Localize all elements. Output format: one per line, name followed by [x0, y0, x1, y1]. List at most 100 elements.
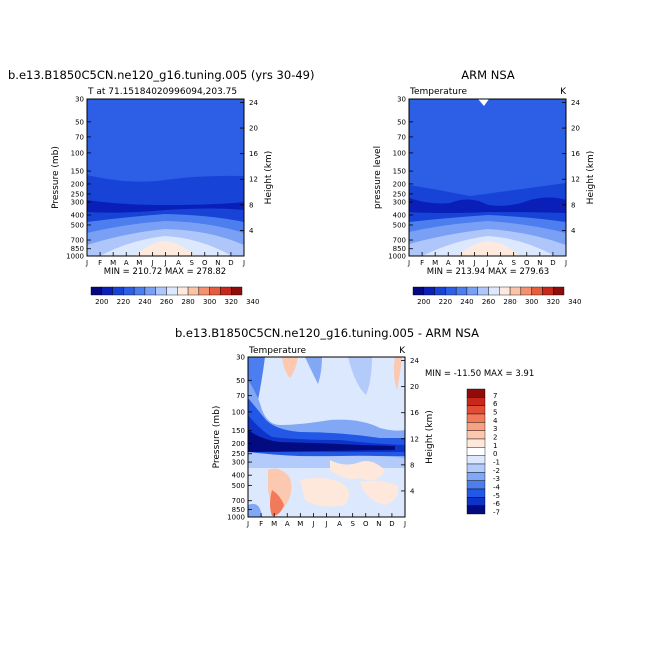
y-tick-label: 850	[232, 506, 245, 514]
colorbar-swatch	[466, 480, 486, 490]
colorbar-swatch	[412, 286, 424, 296]
x-tick-label: A	[446, 259, 451, 267]
colorbar-label: 200	[95, 298, 108, 306]
y-tick-label: 400	[232, 472, 245, 480]
panel-diff-title: b.e13.B1850C5CN.ne120_g16.tuning.005 - A…	[175, 326, 479, 340]
panel-obs-stats: MIN = 213.94 MAX = 279.63	[427, 267, 549, 277]
x-tick-label: M	[458, 259, 464, 267]
field-cool-top-a	[305, 357, 322, 384]
y-tick-label: 100	[71, 149, 84, 157]
y-tick-label: 150	[232, 427, 245, 435]
y-tick-label: 100	[393, 149, 406, 157]
y-tick-label: 200	[393, 180, 406, 188]
colorbar-label: -4	[493, 483, 501, 491]
x-tick-label: A	[285, 520, 290, 528]
height-tick-label: 4	[410, 487, 415, 495]
y-tick-label: 850	[71, 245, 84, 253]
y-tick-label: 100	[232, 408, 245, 416]
colorbar-swatch	[144, 286, 156, 296]
colorbar-label: 4	[493, 417, 498, 425]
height-tick-label: 16	[249, 150, 258, 158]
field-band-280	[135, 241, 195, 256]
x-tick-label: D	[228, 259, 233, 267]
y-tick-label: 1000	[227, 514, 245, 522]
panel-obs-field	[409, 99, 566, 256]
y-tick-label: 700	[393, 237, 406, 245]
x-tick-label: A	[176, 259, 181, 267]
panel-diff: b.e13.B1850C5CN.ne120_g16.tuning.005 - A…	[175, 326, 534, 528]
x-tick-label: A	[124, 259, 129, 267]
height-tick-label: 8	[571, 201, 575, 209]
x-tick-label: A	[337, 520, 342, 528]
y-tick-label: 70	[397, 133, 406, 141]
colorbar-swatch	[466, 472, 486, 481]
colorbar-swatch	[466, 405, 486, 415]
colorbar-swatch	[466, 397, 486, 406]
x-tick-label: F	[259, 520, 263, 528]
x-tick-label: D	[389, 520, 394, 528]
colorbar-swatch	[466, 430, 486, 440]
panel-model-colorbar: 200 220 240 260 280 300 320 340	[90, 286, 259, 306]
x-tick-label: O	[524, 259, 530, 267]
x-tick-label: S	[511, 259, 516, 267]
colorbar-swatch	[112, 286, 124, 296]
x-tick-label: J	[407, 259, 410, 267]
y-tick-label: 30	[397, 96, 406, 104]
x-tick-label: A	[498, 259, 503, 267]
x-tick-label: J	[163, 259, 166, 267]
x-tick-label: J	[85, 259, 88, 267]
y-tick-label: 70	[75, 133, 84, 141]
colorbar-swatch	[466, 488, 486, 498]
panel-model-title: b.e13.B1850C5CN.ne120_g16.tuning.005 (yr…	[8, 68, 314, 82]
colorbar-label: 280	[503, 298, 516, 306]
colorbar-swatch	[166, 286, 178, 296]
colorbar-swatch	[466, 497, 486, 506]
y-tick-label: 700	[71, 237, 84, 245]
panel-obs-units: K	[560, 87, 567, 97]
colorbar-label: 300	[525, 298, 538, 306]
height-tick-label: 8	[410, 461, 414, 469]
panel-model-field	[87, 99, 244, 256]
y-tick-label: 250	[393, 190, 406, 198]
y-tick-label: 30	[236, 354, 245, 362]
field-band-280	[458, 241, 520, 256]
colorbar-swatch	[466, 438, 486, 448]
y-tick-label: 500	[232, 482, 245, 490]
panel-diff-stats: MIN = -11.50 MAX = 3.91	[425, 369, 534, 379]
y-axis-label: pressure level	[373, 146, 383, 209]
colorbar-label: -2	[493, 467, 500, 475]
y-tick-label: 850	[393, 245, 406, 253]
x-tick-label: N	[376, 520, 381, 528]
y-tick-label: 500	[393, 221, 406, 229]
colorbar-label: -1	[493, 458, 500, 466]
colorbar-swatch	[466, 505, 486, 515]
height-axis-label: Height (km)	[264, 151, 274, 205]
x-tick-label: F	[98, 259, 102, 267]
y-tick-label: 1000	[66, 253, 84, 261]
panel-obs-colorbar: 200 220 240 260 280 300 320 340	[412, 286, 581, 306]
height-tick-label: 16	[410, 409, 419, 417]
x-tick-label: J	[242, 259, 245, 267]
x-tick-label: N	[215, 259, 220, 267]
colorbar-swatch	[531, 286, 543, 296]
colorbar-swatch	[198, 286, 210, 296]
colorbar-swatch	[209, 286, 221, 296]
panel-diff-units: K	[399, 346, 406, 356]
colorbar-swatch	[155, 286, 167, 296]
x-tick-label: D	[550, 259, 555, 267]
y-tick-label: 70	[236, 392, 245, 400]
height-axis-label: Height (km)	[586, 151, 596, 205]
x-tick-label: M	[432, 259, 438, 267]
panel-model-subtitle: T at 71.15184020996094,203.75	[87, 87, 237, 97]
x-tick-label: J	[150, 259, 153, 267]
colorbar-label: 3	[493, 425, 497, 433]
y-tick-label: 300	[71, 199, 84, 207]
colorbar-label: 280	[181, 298, 194, 306]
y-tick-label: 150	[393, 168, 406, 176]
x-tick-label: S	[350, 520, 355, 528]
y-tick-label: 300	[393, 199, 406, 207]
